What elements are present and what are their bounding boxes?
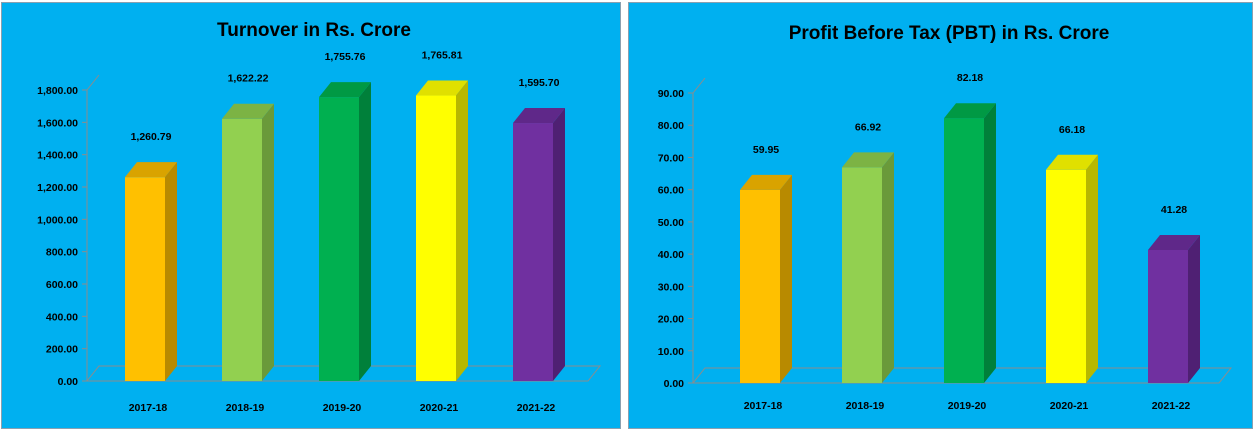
pbt-bar-side-2017-18 — [780, 174, 792, 383]
pbt-y-tick-label: 70.00 — [658, 152, 684, 164]
turnover-data-label-2017-18: 1,260.79 — [131, 131, 172, 143]
pbt-y-tick-label: 60.00 — [658, 185, 684, 197]
pbt-x-tick-label-2021-22: 2021-22 — [1152, 400, 1191, 412]
pbt-bar-2021-22 — [1148, 249, 1188, 383]
pbt-data-label-2017-18: 59.95 — [753, 144, 779, 156]
turnover-bar-2021-22 — [513, 123, 553, 381]
pbt-y-tick-label: 80.00 — [658, 120, 684, 132]
pbt-data-label-2020-21: 66.18 — [1059, 124, 1085, 136]
pbt-chart: Profit Before Tax (PBT) in Rs. Crore 0.0… — [628, 2, 1253, 429]
pbt-bar-side-2020-21 — [1086, 154, 1098, 383]
turnover-bar-top-2017-18 — [125, 162, 177, 178]
turnover-bar-2017-18 — [125, 177, 165, 381]
turnover-x-tick-label-2020-21: 2020-21 — [420, 402, 459, 414]
turnover-chart-title: Turnover in Rs. Crore — [217, 20, 411, 41]
pbt-y-axis-depth — [692, 77, 706, 94]
turnover-data-label-2019-20: 1,755.76 — [325, 51, 366, 63]
pbt-bar-top-2020-21 — [1046, 154, 1098, 170]
turnover-x-tick-label-2017-18: 2017-18 — [129, 402, 168, 414]
pbt-y-tick-label: 50.00 — [658, 217, 684, 229]
turnover-data-label-2020-21: 1,765.81 — [422, 50, 463, 62]
pbt-chart-title: Profit Before Tax (PBT) in Rs. Crore — [789, 23, 1110, 44]
turnover-bar-side-2018-19 — [262, 103, 274, 382]
pbt-data-label-2018-19: 66.92 — [855, 121, 881, 133]
turnover-x-tick-label-2021-22: 2021-22 — [517, 402, 556, 414]
pbt-data-label-2021-22: 41.28 — [1161, 204, 1187, 216]
turnover-bar-top-2019-20 — [319, 82, 371, 98]
pbt-y-tick-label: 40.00 — [658, 249, 684, 261]
turnover-bar-side-2019-20 — [359, 82, 371, 381]
pbt-x-tick-label-2018-19: 2018-19 — [846, 400, 885, 412]
pbt-y-tick-label: 20.00 — [658, 314, 684, 326]
turnover-y-axis-depth — [86, 74, 100, 91]
turnover-bar-2020-21 — [416, 95, 456, 382]
turnover-y-tick-label: 200.00 — [46, 344, 78, 356]
pbt-bar-side-2019-20 — [984, 103, 996, 383]
turnover-bar-2019-20 — [319, 97, 359, 381]
turnover-y-tick-label: 1,800.00 — [37, 85, 78, 97]
turnover-bar-top-2018-19 — [222, 103, 274, 119]
turnover-y-tick-label: 1,200.00 — [37, 182, 78, 194]
pbt-x-tick-label-2017-18: 2017-18 — [744, 400, 783, 412]
turnover-y-tick-label: 400.00 — [46, 311, 78, 323]
turnover-y-tick-label: 1,400.00 — [37, 150, 78, 162]
turnover-x-tick-label-2018-19: 2018-19 — [226, 402, 265, 414]
pbt-y-tick-label: 10.00 — [658, 346, 684, 358]
pbt-y-tick-label: 0.00 — [664, 378, 685, 390]
pbt-bar-top-2019-20 — [944, 103, 996, 119]
pbt-bar-side-2018-19 — [882, 152, 894, 383]
turnover-y-tick-label: 600.00 — [46, 279, 78, 291]
turnover-y-tick-label: 1,600.00 — [37, 117, 78, 129]
turnover-x-tick-label-2019-20: 2019-20 — [323, 402, 362, 414]
turnover-y-tick-label: 0.00 — [58, 376, 79, 388]
pbt-bar-top-2018-19 — [842, 152, 894, 168]
pbt-bar-2017-18 — [740, 189, 780, 383]
turnover-chart-svg: Turnover in Rs. Crore 0.00 200.00 400.00 60… — [37, 20, 602, 414]
pbt-y-tick-label: 90.00 — [658, 88, 684, 100]
pbt-data-label-2019-20: 82.18 — [957, 72, 983, 84]
pbt-bar-2019-20 — [944, 118, 984, 383]
pbt-y-tick-label: 30.00 — [658, 281, 684, 293]
turnover-bar-top-2020-21 — [416, 80, 468, 96]
turnover-chart: Turnover in Rs. Crore 0.00 200.00 400.00 60… — [1, 2, 621, 429]
turnover-data-label-2021-22: 1,595.70 — [519, 77, 560, 89]
turnover-data-label-2018-19: 1,622.22 — [228, 73, 269, 85]
pbt-bar-top-2017-18 — [740, 174, 792, 190]
pbt-chart-svg: Profit Before Tax (PBT) in Rs. Crore 0.0… — [658, 23, 1233, 412]
pbt-bar-2018-19 — [842, 167, 882, 383]
turnover-bar-side-2021-22 — [553, 108, 565, 381]
pbt-bar-side-2021-22 — [1188, 234, 1200, 383]
turnover-bar-side-2017-18 — [165, 162, 177, 381]
pbt-x-tick-label-2019-20: 2019-20 — [948, 400, 987, 412]
pbt-bar-2020-21 — [1046, 169, 1086, 383]
turnover-bar-2018-19 — [222, 118, 262, 382]
pbt-bar-top-2021-22 — [1148, 234, 1200, 250]
pbt-floor — [691, 367, 1233, 384]
turnover-bar-top-2021-22 — [513, 108, 565, 124]
turnover-y-tick-label: 800.00 — [46, 247, 78, 259]
pbt-x-tick-label-2020-21: 2020-21 — [1050, 400, 1089, 412]
turnover-bar-side-2020-21 — [456, 80, 468, 382]
turnover-y-tick-label: 1,000.00 — [37, 214, 78, 226]
